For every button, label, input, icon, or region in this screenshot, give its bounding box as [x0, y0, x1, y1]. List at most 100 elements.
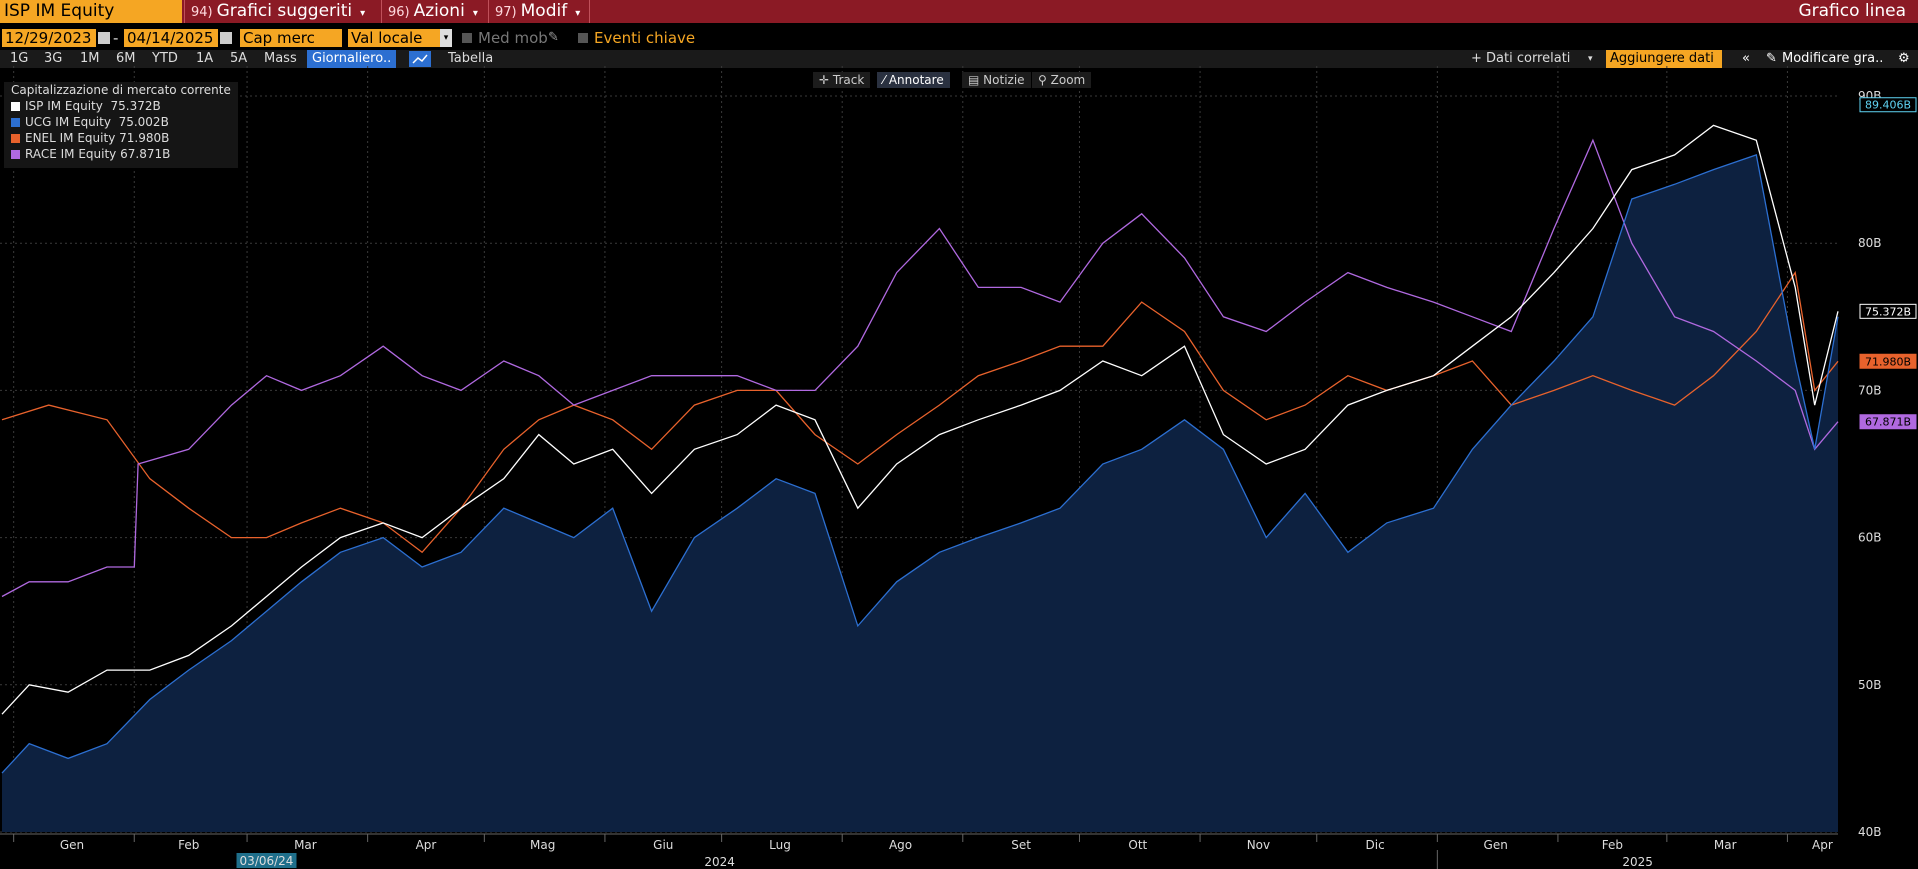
period-button[interactable]: 3G: [44, 51, 63, 66]
x-tick-label: Apr: [416, 838, 437, 852]
date-separator: -: [113, 29, 119, 47]
y-tick-label: 50B: [1858, 678, 1882, 692]
period-button[interactable]: 1A: [196, 51, 214, 66]
legend-item-enel[interactable]: ENEL IM Equity 71.980B: [11, 130, 169, 146]
calendar-icon[interactable]: [98, 32, 110, 44]
settings-row: 12/29/2023 - 04/14/2025 Cap merc Val loc…: [0, 29, 1918, 49]
track-label: Track: [832, 73, 865, 87]
period-button[interactable]: 5A: [230, 51, 248, 66]
last-value-label: 71.980B: [1865, 355, 1911, 368]
highlight-date-box: [236, 853, 297, 868]
x-tick-label: Gen: [60, 838, 84, 852]
period-row: 1G 3G 1M 6M YTD 1A 5A Mass Giornaliero..…: [0, 50, 1918, 68]
moving-average-checkbox[interactable]: [462, 33, 472, 43]
legend-value: 67.871B: [120, 147, 171, 161]
x-tick-label: Feb: [178, 838, 199, 852]
x-tick-label: Ott: [1128, 838, 1147, 852]
period-button[interactable]: YTD: [152, 51, 178, 66]
x-tick-label: Mag: [530, 838, 555, 852]
legend-value: 71.980B: [119, 131, 170, 145]
legend-swatch: [11, 134, 20, 143]
period-button[interactable]: 1M: [80, 51, 100, 66]
menu-label: Modif: [520, 1, 568, 21]
track-tool[interactable]: ✛ Track: [813, 72, 871, 88]
menu-divider: [589, 0, 590, 23]
zoom-label: Zoom: [1050, 73, 1086, 87]
related-data-button[interactable]: + Dati correlati: [1471, 51, 1571, 66]
zoom-tool[interactable]: ⚲ Zoom: [1032, 72, 1092, 88]
start-date-field[interactable]: 12/29/2023: [2, 29, 96, 47]
end-date-field[interactable]: 04/14/2025: [124, 29, 218, 47]
last-value-tag: [1859, 414, 1917, 430]
table-button[interactable]: Tabella: [448, 51, 494, 66]
legend-value: 75.002B: [118, 115, 169, 129]
year-label: 2024: [704, 855, 735, 869]
currency-select[interactable]: Val locale: [348, 29, 440, 47]
legend-value: 75.372B: [110, 99, 161, 113]
menu-suggested-charts[interactable]: 94) Grafici suggeriti ▾: [184, 0, 380, 23]
field-select[interactable]: Cap merc: [240, 29, 342, 47]
legend-name: ENEL IM Equity: [25, 131, 116, 145]
x-tick-label: Dic: [1366, 838, 1385, 852]
ucg-area-fill: [2, 154, 1838, 832]
pencil-icon: ⁄: [883, 73, 886, 87]
chevron-down-icon: ▾: [472, 8, 478, 19]
highlight-date-label: 03/06/24: [240, 854, 294, 868]
modify-chart-button[interactable]: Modificare gra..: [1782, 51, 1884, 66]
news-tool[interactable]: ▤ Notizie: [962, 72, 1031, 88]
pencil-icon[interactable]: ✎: [548, 30, 559, 45]
chevron-down-icon[interactable]: ▾: [440, 29, 452, 47]
calendar-icon[interactable]: [220, 32, 232, 44]
chevron-down-icon: ▾: [575, 8, 581, 19]
moving-average-label: Med mob: [478, 29, 548, 47]
period-button[interactable]: 6M: [116, 51, 136, 66]
line-chart-icon[interactable]: [409, 51, 431, 67]
x-tick-label: Mar: [294, 838, 317, 852]
series-line-enel: [1, 270, 1839, 554]
menu-number: 94): [191, 5, 213, 20]
x-tick-label: Set: [1011, 838, 1031, 852]
legend-item-isp[interactable]: ISP IM Equity 75.372B: [11, 98, 161, 114]
x-tick-label: Mar: [1714, 838, 1737, 852]
menu-number: 97): [495, 5, 517, 20]
key-events-label: Eventi chiave: [594, 29, 696, 47]
crosshair-icon: ✛: [819, 73, 830, 87]
double-chevron-left-icon[interactable]: «: [1742, 51, 1750, 66]
add-data-field[interactable]: Aggiungere dati: [1606, 50, 1722, 68]
year-label: 2025: [1622, 855, 1653, 869]
legend-swatch: [11, 118, 20, 127]
menu-actions[interactable]: 96) Azioni ▾: [381, 0, 487, 23]
x-tick-label: Gen: [1484, 838, 1508, 852]
legend-item-race[interactable]: RACE IM Equity 67.871B: [11, 146, 170, 162]
gear-icon[interactable]: ⚙: [1898, 51, 1910, 66]
x-tick-label: Lug: [769, 838, 791, 852]
y-tick-label: 70B: [1858, 383, 1882, 397]
chevron-down-icon: ▾: [360, 8, 366, 19]
legend-item-ucg[interactable]: UCG IM Equity 75.002B: [11, 114, 169, 130]
last-value-tag: [1859, 97, 1917, 113]
legend-header: Capitalizzazione di mercato corrente: [11, 83, 231, 97]
x-tick-label: Nov: [1247, 838, 1270, 852]
menu-modify[interactable]: 97) Modif ▾: [488, 0, 588, 23]
annotate-label: Annotare: [888, 73, 944, 87]
period-button[interactable]: 1G: [10, 51, 29, 66]
series-line-isp: [1, 124, 1839, 715]
ticker-field[interactable]: ISP IM Equity: [0, 0, 182, 23]
key-events-checkbox[interactable]: [578, 33, 588, 43]
legend-swatch: [11, 102, 20, 111]
menu-number: 96): [388, 5, 410, 20]
news-label: Notizie: [983, 73, 1025, 87]
series-line-race: [1, 138, 1839, 598]
chevron-down-icon[interactable]: ▾: [1588, 54, 1593, 64]
last-value-tag: [1859, 303, 1917, 319]
period-button[interactable]: Mass: [264, 51, 297, 66]
last-value-tag: [1859, 353, 1917, 369]
pencil-icon[interactable]: ✎: [1766, 51, 1777, 66]
frequency-select[interactable]: Giornaliero..: [307, 50, 397, 68]
menu-label: Grafici suggeriti: [216, 1, 353, 21]
annotate-tool[interactable]: ⁄ Annotare: [877, 72, 950, 88]
last-value-label: 89.406B: [1865, 99, 1911, 112]
legend-swatch: [11, 150, 20, 159]
magnifier-icon: ⚲: [1038, 73, 1047, 87]
